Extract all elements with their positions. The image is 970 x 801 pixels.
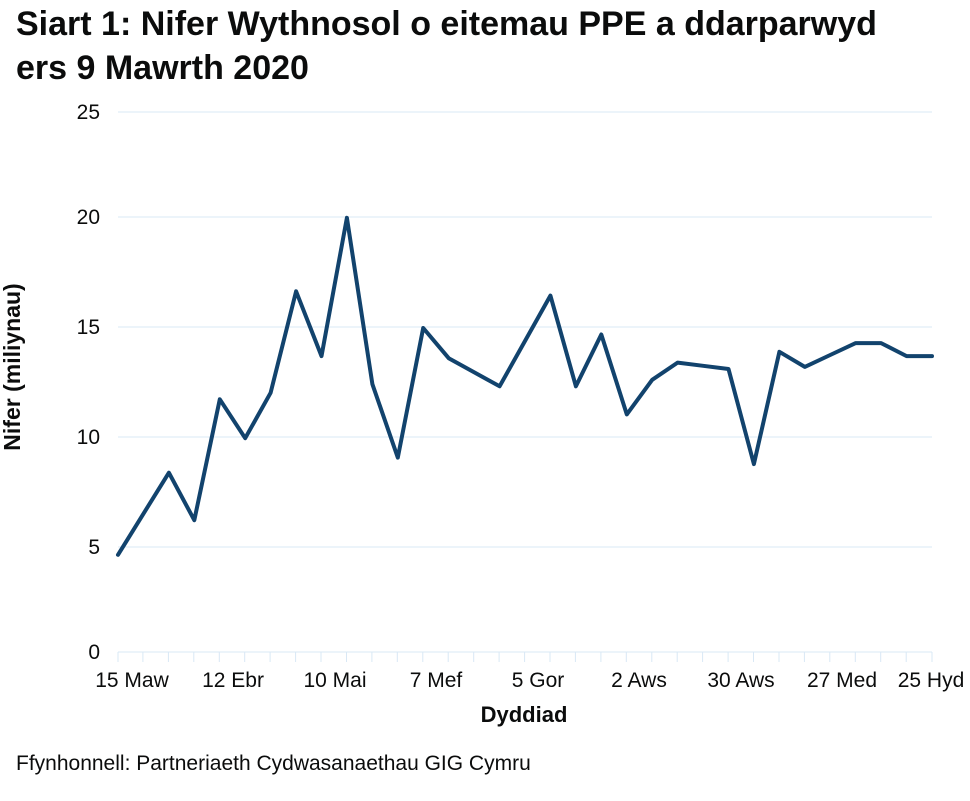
svg-text:15 Maw: 15 Maw: [95, 669, 169, 692]
svg-text:15: 15: [77, 316, 100, 339]
svg-text:5 Gor: 5 Gor: [512, 669, 565, 692]
svg-text:5: 5: [88, 536, 100, 559]
svg-text:Dyddiad: Dyddiad: [481, 702, 568, 727]
svg-text:25: 25: [77, 101, 100, 124]
svg-text:7 Mef: 7 Mef: [410, 669, 463, 692]
svg-text:10 Mai: 10 Mai: [303, 669, 366, 692]
svg-text:0: 0: [88, 641, 100, 664]
svg-text:2 Aws: 2 Aws: [611, 669, 667, 692]
svg-text:Nifer (miliynau): Nifer (miliynau): [0, 283, 25, 450]
svg-text:20: 20: [77, 206, 100, 229]
svg-text:30 Aws: 30 Aws: [707, 669, 774, 692]
svg-text:10: 10: [77, 426, 100, 449]
svg-text:27 Med: 27 Med: [807, 669, 877, 692]
svg-text:25 Hyd: 25 Hyd: [898, 669, 965, 692]
svg-text:12 Ebr: 12 Ebr: [202, 669, 264, 692]
